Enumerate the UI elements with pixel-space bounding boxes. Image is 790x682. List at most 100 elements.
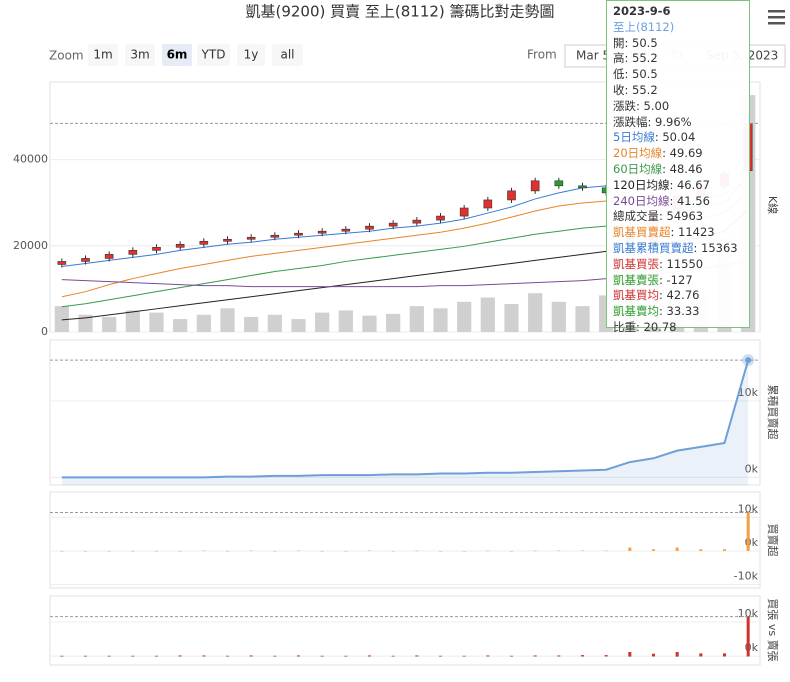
tooltip-value: 41.56 (676, 193, 710, 208)
bar (533, 656, 537, 657)
candle-body (341, 228, 351, 232)
bar (604, 655, 608, 657)
bar (202, 656, 206, 657)
zoom-button-label[interactable]: 1y (244, 48, 259, 62)
bar (557, 655, 561, 657)
tooltip-label: 凱基賣均 (613, 304, 659, 319)
bar (391, 656, 395, 657)
zoom-button[interactable] (125, 44, 155, 66)
tooltip-label: 比重 (613, 319, 636, 334)
tooltip-row: 收: 55.2 (613, 82, 658, 97)
bar (131, 550, 135, 552)
bar (297, 550, 300, 552)
tooltip-label: 總成交量 (613, 209, 659, 224)
bar (249, 655, 253, 657)
menu-bar[interactable] (768, 10, 785, 13)
bar (84, 550, 87, 552)
volume-bar (149, 312, 164, 332)
zoom-button[interactable] (237, 44, 265, 66)
tooltip-label: 低 (613, 67, 625, 82)
bar (628, 652, 632, 657)
bar (131, 655, 135, 657)
y-tick-label: 10k (738, 386, 759, 399)
tooltip-row: 240日均線: 41.56 (613, 193, 710, 208)
bar (581, 656, 584, 657)
candle-body (81, 258, 90, 262)
bar (368, 550, 371, 552)
volume-bar (528, 293, 543, 332)
menu-bar[interactable] (768, 16, 785, 19)
tooltip-row: 20日均線: 49.69 (613, 146, 703, 161)
bar (344, 656, 348, 657)
zoom-button-label[interactable]: 3m (130, 48, 149, 62)
bar (415, 550, 419, 552)
tooltip-label: 5日均線 (613, 130, 655, 145)
zoom-button-label[interactable]: YTD (201, 48, 226, 62)
zoom-button-label[interactable]: 6m (167, 48, 188, 62)
zoom-button-label[interactable]: all (280, 48, 294, 62)
bar (60, 550, 64, 552)
tooltip-label: 20日均線 (613, 146, 663, 161)
zoom-button[interactable] (162, 44, 192, 66)
area-line (61, 359, 750, 479)
candle-body (175, 243, 185, 248)
tooltip-value: 46.67 (676, 177, 710, 192)
y-tick-label: -10k (734, 570, 759, 583)
menu-icon[interactable] (768, 10, 785, 25)
candle-body (507, 190, 516, 201)
bar (746, 512, 750, 551)
bar (557, 656, 561, 657)
tooltip-value: 50.5 (632, 35, 658, 50)
bar (107, 656, 111, 657)
bar (628, 547, 632, 551)
bar (60, 656, 64, 657)
bar (746, 656, 750, 657)
candle-body (128, 250, 138, 255)
bar (439, 656, 442, 657)
bar (581, 655, 584, 657)
bar (273, 655, 277, 657)
candle-body (57, 261, 67, 265)
volume-bar (338, 310, 353, 332)
y-tick-label: 20000 (13, 239, 48, 252)
tooltip-row: 凱基賣張: -127 (613, 272, 693, 287)
zoom-button[interactable] (197, 44, 230, 66)
bar (723, 653, 726, 657)
bar (723, 656, 726, 657)
bar (699, 549, 703, 551)
candle-body (317, 230, 327, 234)
zoom-button[interactable] (88, 44, 118, 66)
tooltip-label: 凱基累積買賣超 (613, 240, 694, 255)
tooltip-label: 凱基買賣超 (613, 225, 671, 240)
volume-bar (315, 312, 330, 332)
bar (320, 656, 324, 657)
zoom-label: Zoom (49, 49, 84, 63)
bar (226, 550, 229, 552)
candle-body (578, 185, 587, 189)
tooltip-label: 凱基買均 (613, 288, 659, 303)
bar (320, 655, 324, 657)
tooltip-row: 總成交量: 54963 (613, 209, 704, 224)
bar (368, 655, 371, 657)
zoom-button[interactable] (272, 44, 303, 66)
bar (202, 655, 206, 657)
bar (178, 550, 182, 552)
volume-bar (551, 301, 566, 332)
bar (178, 655, 182, 657)
zoom-button-label[interactable]: 1m (93, 48, 112, 62)
bar (178, 656, 182, 657)
tooltip-row: 60日均線: 48.46 (613, 161, 703, 176)
bar (226, 656, 229, 657)
bar (675, 652, 679, 657)
menu-bar[interactable] (768, 22, 785, 25)
bar (510, 550, 513, 552)
y-tick-label: 0k (745, 462, 759, 475)
volume-bar (409, 306, 424, 332)
panel-frame (49, 595, 761, 666)
bar (486, 656, 490, 657)
bar (297, 655, 300, 657)
tooltip-label: 開 (613, 35, 625, 50)
bar (675, 656, 679, 657)
candle-body (104, 254, 114, 259)
tooltip-label: 高 (613, 51, 625, 66)
